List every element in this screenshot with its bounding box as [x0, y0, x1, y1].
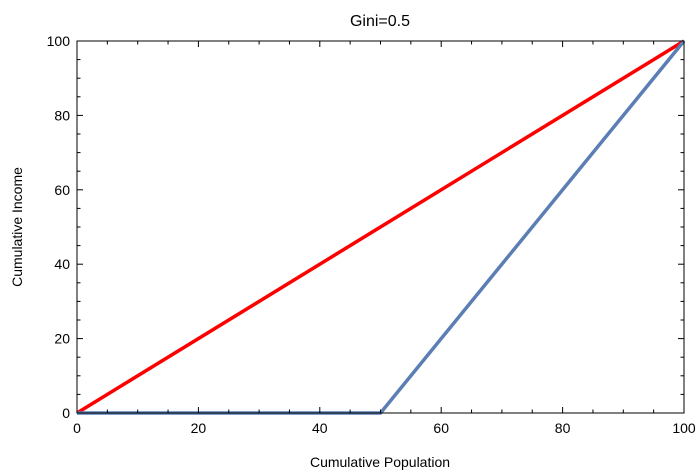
series-line-0	[76, 39, 685, 415]
x-axis-title: Cumulative Population	[310, 454, 450, 470]
y-tick-label: 80	[54, 107, 70, 123]
x-tick-label: 100	[672, 420, 696, 436]
y-tick-label: 100	[47, 33, 71, 49]
y-tick-label: 60	[54, 182, 70, 198]
x-tick-label: 20	[191, 420, 207, 436]
y-tick-label: 20	[54, 331, 70, 347]
y-tick-label: 0	[62, 405, 70, 421]
x-tick-label: 80	[555, 420, 571, 436]
y-tick-label: 40	[54, 256, 70, 272]
axis-ticks: 0 20 40 60 80 100 0 20 40 60 80 100	[47, 33, 696, 436]
y-axis-title: Cumulative Income	[9, 167, 25, 287]
plot-area	[76, 39, 686, 415]
x-tick-label: 60	[433, 420, 449, 436]
x-tick-label: 0	[73, 420, 81, 436]
chart-title: Gini=0.5	[350, 13, 410, 30]
x-tick-label: 40	[312, 420, 328, 436]
